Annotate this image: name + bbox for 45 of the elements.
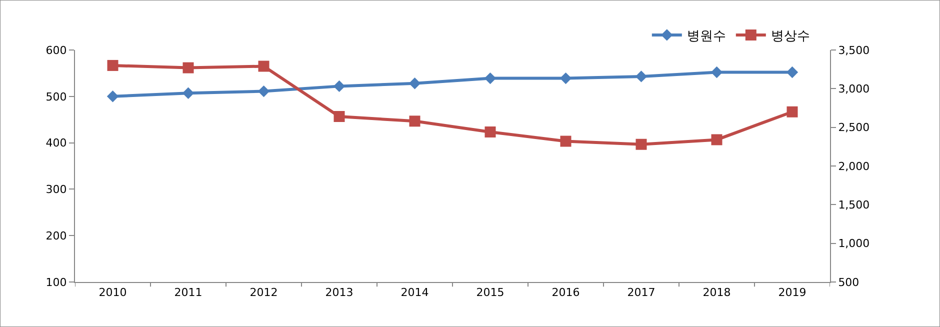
point (182, 62, 194, 74)
point (106, 90, 119, 102)
point (258, 60, 270, 72)
point (182, 87, 194, 99)
x-tick-label: 2016 (552, 286, 580, 300)
x-tick-label: 2017 (627, 286, 656, 300)
x-tick-label: 2019 (778, 286, 806, 300)
y-tick-label: 400 (46, 136, 67, 150)
legend-label: 병상수 (770, 29, 810, 44)
point (408, 78, 421, 90)
x-tick-label: 2012 (250, 286, 278, 300)
y2-tick-label: 3,500 (838, 44, 870, 57)
legend-label: 병원수 (686, 29, 726, 44)
point (484, 126, 496, 138)
point (333, 80, 346, 92)
point (484, 72, 496, 84)
point (786, 106, 798, 118)
y-tick-label: 300 (46, 183, 67, 196)
y-tick-label: 500 (46, 90, 67, 104)
x-tick-label: 2011 (174, 286, 202, 300)
point (786, 66, 798, 78)
y2-tick-label: 2,000 (838, 160, 870, 173)
point (635, 70, 648, 82)
point (334, 111, 345, 122)
point (636, 138, 647, 150)
y2-tick-label: 1,000 (838, 237, 870, 250)
y2-tick-label: 1,500 (838, 198, 870, 212)
x-tick-label: 2018 (702, 286, 731, 300)
point (560, 72, 572, 84)
point (560, 136, 572, 147)
y-tick-label: 600 (46, 44, 67, 57)
point (258, 85, 270, 98)
x-tick-label: 2010 (98, 286, 127, 300)
point (710, 66, 723, 78)
y2-tick-label: 500 (838, 276, 860, 289)
x-tick-label: 2014 (400, 286, 429, 300)
x-tick-label: 2013 (325, 286, 354, 300)
y2-tick-label: 3,000 (838, 82, 870, 96)
y-tick-label: 200 (46, 229, 67, 242)
point (409, 116, 420, 127)
point (107, 60, 118, 71)
x-tick-label: 2015 (476, 286, 504, 300)
point (711, 134, 722, 146)
y2-tick-label: 2,500 (838, 121, 870, 134)
y-tick-label: 100 (46, 276, 67, 289)
